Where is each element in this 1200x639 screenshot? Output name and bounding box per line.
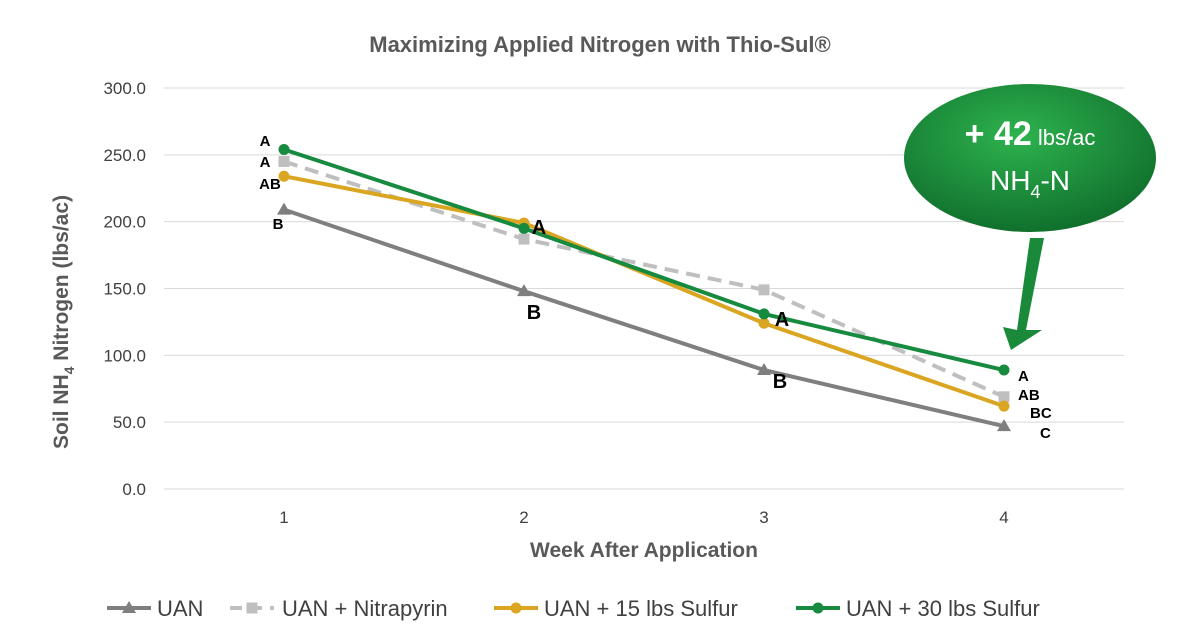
data-point (122, 601, 136, 613)
data-point (812, 602, 824, 614)
x-axis-ticks: 1 2 3 4 (279, 508, 1008, 527)
y-tick-label: 200.0 (103, 213, 146, 232)
data-point (758, 317, 770, 329)
x-tick-label: 2 (519, 508, 528, 527)
data-point (758, 308, 770, 320)
callout-arrow (1003, 238, 1044, 350)
data-point (518, 233, 530, 245)
data-point (278, 170, 290, 182)
legend-item: UAN + 15 lbs Sulfur (494, 596, 738, 621)
y-tick-label: 150.0 (103, 280, 146, 299)
legend-item: UAN + Nitrapyrin (230, 596, 448, 621)
legend: UAN UAN + Nitrapyrin UAN + 15 lbs Sulfur UA… (107, 596, 1040, 621)
significance-letter: A (1018, 368, 1029, 385)
chart-title: Maximizing Applied Nitrogen with Thio-Su… (369, 32, 830, 57)
data-point (510, 602, 522, 614)
legend-label: UAN (157, 596, 203, 621)
significance-letter: AB (259, 176, 281, 193)
y-tick-label: 0.0 (122, 480, 146, 499)
data-point (246, 602, 258, 614)
callout-species: NH4-N (990, 165, 1070, 202)
data-point (518, 222, 530, 234)
legend-label: UAN + Nitrapyrin (282, 596, 448, 621)
callout-bubble (904, 84, 1156, 232)
significance-letter: B (773, 371, 787, 393)
data-point (278, 156, 290, 168)
series-uan-30-lbs-sulfur (278, 143, 1010, 376)
significance-letter: AB (1018, 387, 1040, 404)
y-tick-label: 100.0 (103, 346, 146, 365)
significance-letter: B (273, 216, 284, 233)
significance-letter: A (532, 217, 546, 239)
legend-label: UAN + 15 lbs Sulfur (544, 596, 738, 621)
series-group (277, 143, 1011, 432)
data-point (998, 391, 1010, 403)
legend-item: UAN (107, 596, 203, 621)
significance-letter: A (260, 133, 271, 150)
significance-letter: C (1040, 425, 1051, 442)
series-uan-nitrapyrin (278, 156, 1010, 403)
data-point (517, 284, 531, 297)
legend-label: UAN + 30 lbs Sulfur (846, 596, 1040, 621)
x-tick-label: 4 (999, 508, 1008, 527)
series-uan-15-lbs-sulfur (278, 170, 1010, 412)
data-point (757, 363, 771, 376)
x-tick-label: 3 (759, 508, 768, 527)
series-line (283, 207, 1005, 429)
y-tick-label: 50.0 (113, 413, 146, 432)
data-point (997, 419, 1011, 432)
legend-item: UAN + 30 lbs Sulfur (796, 596, 1040, 621)
data-point (998, 364, 1010, 376)
significance-letter: B (527, 302, 541, 324)
data-point (998, 400, 1010, 412)
callout-value: + 42 lbs/ac (965, 115, 1096, 153)
data-point (278, 143, 290, 155)
y-tick-label: 300.0 (103, 79, 146, 98)
x-tick-label: 1 (279, 508, 288, 527)
y-axis-label: Soil NH4 Nitrogen (lbs/ac) (50, 195, 77, 449)
series-line (283, 174, 1005, 409)
series-uan (277, 202, 1011, 432)
significance-letter: A (260, 154, 271, 171)
data-point (758, 284, 770, 296)
data-point (277, 202, 291, 215)
x-axis-label: Week After Application (530, 539, 758, 562)
y-axis-ticks: 0.0 50.0 100.0 150.0 200.0 250.0 300.0 (103, 79, 146, 499)
series-line (283, 147, 1005, 372)
callout: + 42 lbs/ac NH4-N (904, 84, 1156, 350)
y-tick-label: 250.0 (103, 146, 146, 165)
significance-letter: BC (1030, 405, 1052, 422)
significance-letter: A (775, 309, 789, 331)
